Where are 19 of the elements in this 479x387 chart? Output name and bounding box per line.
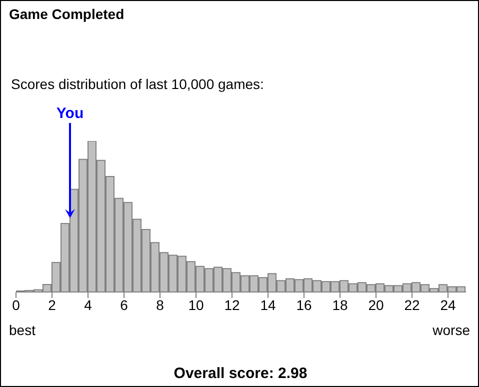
x-tick-label: 6 <box>120 296 128 313</box>
text: best <box>9 322 36 338</box>
x-tick-label: 16 <box>296 296 312 313</box>
x-tick-label: 4 <box>84 296 92 313</box>
x-tick-label: 18 <box>332 296 348 313</box>
x-tick-label: 22 <box>404 296 420 313</box>
chart-title: Game Completed <box>9 6 124 22</box>
x-tick-label: 12 <box>224 296 240 313</box>
text: You <box>55 105 85 122</box>
x-tick-label: 0 <box>12 296 20 313</box>
text: Overall score: 2.98 <box>172 365 308 382</box>
x-tick-label: 10 <box>188 296 204 313</box>
x-tick-label: 24 <box>440 296 456 313</box>
text: worse <box>432 322 470 338</box>
chart-subtitle: Scores distribution of last 10,000 games: <box>11 76 264 92</box>
x-tick-label: 2 <box>48 296 56 313</box>
x-tick-label: 20 <box>368 296 384 313</box>
x-tick-label: 8 <box>156 296 164 313</box>
x-tick-label: 14 <box>260 296 276 313</box>
